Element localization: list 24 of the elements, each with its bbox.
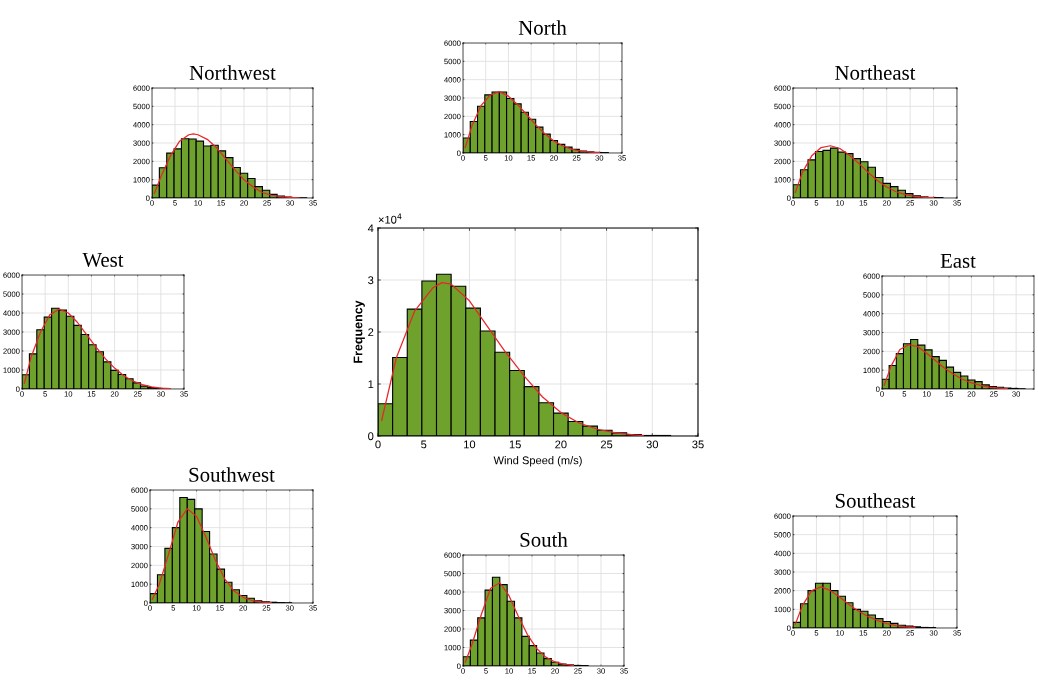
y-tick-label: 1: [368, 380, 374, 389]
text: ×10$^{4}$: [378, 213, 402, 224]
y-tick-label: 4: [367, 224, 374, 233]
x-tick-label: 20: [555, 440, 567, 449]
chart-title: Northeast: [835, 65, 916, 80]
y-tick-label: 0: [368, 432, 374, 441]
chart-title: Northwest: [189, 65, 276, 80]
x-tick-label: 25: [600, 440, 613, 449]
y-tick-label: 3: [368, 276, 374, 285]
chart-title: East: [940, 254, 976, 268]
chart-title: Southeast: [835, 493, 916, 508]
x-tick-label: 0: [375, 440, 381, 449]
x-tick-label: 35: [692, 440, 704, 449]
y-axis-title: Frequency: [353, 300, 365, 363]
x-tick-label: 10: [464, 440, 476, 449]
chart-title: West: [82, 253, 124, 267]
x-axis-title: Wind Speed (m/s): [493, 456, 582, 467]
y-tick-label: 2: [368, 328, 374, 337]
x-tick-label: 30: [646, 440, 659, 449]
chart-title: North: [518, 20, 567, 35]
chart-title: South: [520, 532, 568, 547]
chart-title: Southwest: [189, 467, 275, 482]
x-tick-label: 5: [421, 440, 427, 449]
x-tick-label: 15: [509, 440, 521, 449]
